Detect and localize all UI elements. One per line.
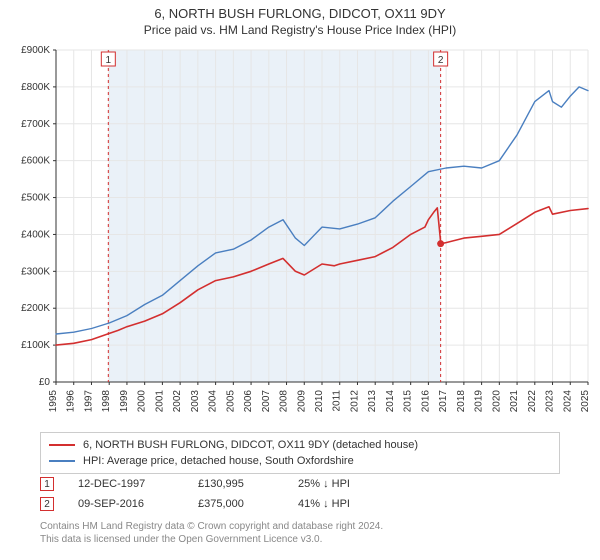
- svg-text:2018: 2018: [456, 390, 467, 413]
- svg-text:2005: 2005: [225, 390, 236, 413]
- footer: Contains HM Land Registry data © Crown c…: [40, 520, 560, 546]
- svg-text:1997: 1997: [83, 390, 94, 413]
- sale-marker-badge-1: 1: [40, 477, 54, 491]
- footer-line-2: This data is licensed under the Open Gov…: [40, 533, 560, 546]
- svg-text:2011: 2011: [332, 390, 343, 412]
- svg-text:2013: 2013: [367, 390, 378, 413]
- legend-row-property: 6, NORTH BUSH FURLONG, DIDCOT, OX11 9DY …: [49, 437, 551, 453]
- svg-text:2002: 2002: [172, 390, 183, 413]
- sale-marker-date-2: 09-SEP-2016: [78, 498, 198, 510]
- sale-marker-price-1: £130,995: [198, 478, 298, 490]
- svg-text:2001: 2001: [154, 390, 165, 413]
- sale-marker-badge-2: 2: [40, 497, 54, 511]
- chart-area: £0 £100K £200K £300K £400K £500K £600K £700K £80…: [8, 44, 594, 424]
- svg-text:2014: 2014: [385, 390, 396, 413]
- legend: 6, NORTH BUSH FURLONG, DIDCOT, OX11 9DY …: [40, 432, 560, 474]
- legend-label-property: 6, NORTH BUSH FURLONG, DIDCOT, OX11 9DY …: [83, 439, 418, 451]
- sale-markers-table: 1 12-DEC-1997 £130,995 25% ↓ HPI 2 09-SE…: [40, 474, 560, 514]
- svg-text:£700K: £700K: [21, 119, 50, 130]
- svg-text:2000: 2000: [137, 390, 148, 413]
- svg-text:2006: 2006: [243, 390, 254, 413]
- svg-text:£600K: £600K: [21, 156, 50, 167]
- svg-text:£300K: £300K: [21, 266, 50, 277]
- svg-text:2004: 2004: [208, 390, 219, 413]
- svg-text:2023: 2023: [545, 390, 556, 413]
- svg-text:2007: 2007: [261, 390, 272, 413]
- sale-marker-pct-2: 41% ↓ HPI: [298, 498, 408, 510]
- svg-text:2020: 2020: [491, 390, 502, 413]
- sale-marker-pct-1: 25% ↓ HPI: [298, 478, 408, 490]
- svg-text:2017: 2017: [438, 390, 449, 413]
- svg-text:2019: 2019: [474, 390, 485, 413]
- svg-text:1: 1: [106, 55, 112, 66]
- footer-line-1: Contains HM Land Registry data © Crown c…: [40, 520, 560, 533]
- svg-text:2016: 2016: [420, 390, 431, 413]
- svg-text:2003: 2003: [190, 390, 201, 413]
- legend-row-hpi: HPI: Average price, detached house, Sout…: [49, 453, 551, 469]
- sale-marker-row-2: 2 09-SEP-2016 £375,000 41% ↓ HPI: [40, 494, 560, 514]
- svg-text:£500K: £500K: [21, 193, 50, 204]
- sale-marker-date-1: 12-DEC-1997: [78, 478, 198, 490]
- svg-text:2: 2: [438, 55, 444, 66]
- svg-text:2025: 2025: [580, 390, 591, 413]
- svg-text:2008: 2008: [279, 390, 290, 413]
- line-chart: £0 £100K £200K £300K £400K £500K £600K £700K £80…: [8, 44, 594, 424]
- sale-marker-price-2: £375,000: [198, 498, 298, 510]
- svg-text:2010: 2010: [314, 390, 325, 413]
- svg-text:2024: 2024: [562, 390, 573, 413]
- svg-text:1995: 1995: [48, 390, 59, 413]
- page-title: 6, NORTH BUSH FURLONG, DIDCOT, OX11 9DY: [0, 0, 600, 21]
- svg-text:£400K: £400K: [21, 229, 50, 240]
- svg-text:£200K: £200K: [21, 303, 50, 314]
- legend-label-hpi: HPI: Average price, detached house, Sout…: [83, 455, 354, 467]
- svg-text:£100K: £100K: [21, 340, 50, 351]
- legend-swatch-property: [49, 444, 75, 446]
- page-subtitle: Price paid vs. HM Land Registry's House …: [0, 21, 600, 37]
- svg-text:1996: 1996: [66, 390, 77, 413]
- svg-text:£0: £0: [39, 377, 51, 388]
- svg-text:2012: 2012: [349, 390, 360, 413]
- svg-text:2015: 2015: [403, 390, 414, 413]
- svg-text:£900K: £900K: [21, 45, 50, 56]
- svg-text:2021: 2021: [509, 390, 520, 413]
- svg-text:1998: 1998: [101, 390, 112, 413]
- svg-text:£800K: £800K: [21, 82, 50, 93]
- svg-text:2009: 2009: [296, 390, 307, 413]
- svg-text:1999: 1999: [119, 390, 130, 413]
- legend-swatch-hpi: [49, 460, 75, 462]
- sale-marker-row-1: 1 12-DEC-1997 £130,995 25% ↓ HPI: [40, 474, 560, 494]
- svg-text:2022: 2022: [527, 390, 538, 413]
